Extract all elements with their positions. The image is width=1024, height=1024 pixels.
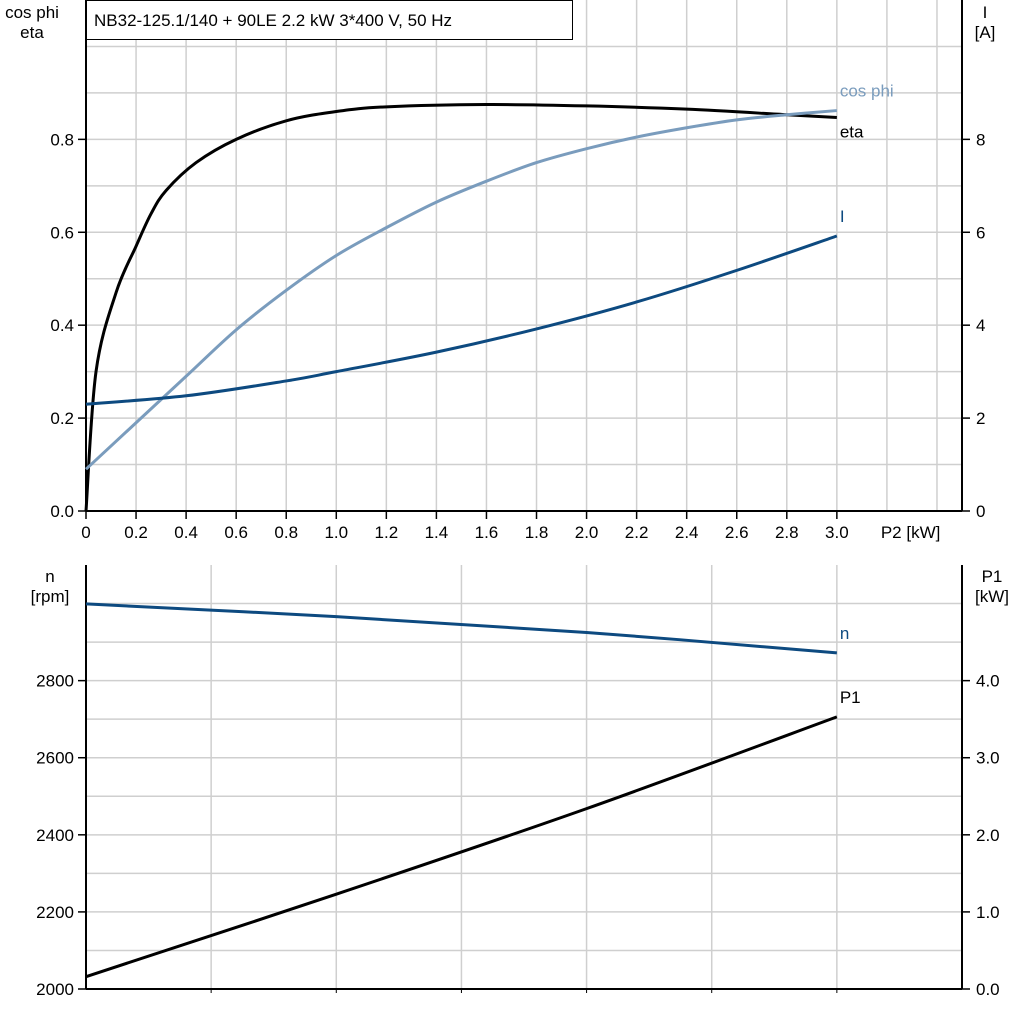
y-left-axis-label: eta	[20, 23, 44, 42]
y-right-tick-label: 4.0	[976, 672, 1000, 691]
chart-title: NB32-125.1/140 + 90LE 2.2 kW 3*400 V, 50…	[94, 11, 452, 30]
y-right-tick-label: 4	[976, 316, 985, 335]
x-tick-label: 1.6	[475, 523, 499, 542]
y-left-tick-label: 2400	[36, 826, 74, 845]
x-tick-label: 2.2	[625, 523, 649, 542]
y-right-tick-label: 8	[976, 130, 985, 149]
x-tick-label: 1.8	[525, 523, 549, 542]
x-tick-label: 2.8	[775, 523, 799, 542]
speed-power-chart: 200022002400260028000.01.02.03.04.0n[rpm…	[31, 565, 1009, 999]
x-tick-label: 1.0	[324, 523, 348, 542]
y-left-tick-label: 0.6	[50, 223, 74, 242]
x-tick-label: 2.4	[675, 523, 699, 542]
x-tick-label: 3.0	[825, 523, 849, 542]
series-line-p1	[85, 715, 838, 979]
y-left-tick-label: 2200	[36, 903, 74, 922]
y-left-tick-label: 0.8	[50, 130, 74, 149]
y-left-tick-label: 2800	[36, 672, 74, 691]
y-left-tick-label: 2600	[36, 749, 74, 768]
x-tick-label: 2.6	[725, 523, 749, 542]
y-right-axis-label: P1	[982, 567, 1003, 586]
y-left-tick-label: 0.0	[50, 502, 74, 521]
series-line-n	[85, 602, 837, 655]
x-tick-label: 0.4	[174, 523, 198, 542]
series-label-p1: P1	[840, 688, 861, 707]
x-tick-label: 0.2	[124, 523, 148, 542]
series-label-n: n	[840, 624, 849, 643]
y-left-tick-label: 2000	[36, 980, 74, 999]
series-line-i	[85, 234, 838, 406]
series-label-eta: eta	[840, 123, 864, 142]
x-tick-label: 0.8	[274, 523, 298, 542]
y-right-axis-label: [kW]	[975, 587, 1009, 606]
y-right-tick-label: 3.0	[976, 749, 1000, 768]
y-left-tick-label: 0.4	[50, 316, 74, 335]
y-right-axis-label: I	[983, 3, 988, 22]
x-tick-label: 0	[81, 523, 90, 542]
y-left-tick-label: 0.2	[50, 409, 74, 428]
title-box	[86, 0, 573, 40]
y-right-tick-label: 2	[976, 409, 985, 428]
series-label-cos-phi: cos phi	[840, 82, 894, 101]
x-tick-label: 1.4	[425, 523, 449, 542]
y-right-axis-label: [A]	[975, 23, 996, 42]
series-line-cos-phi	[84, 109, 837, 471]
x-axis-label: P2 [kW]	[881, 523, 941, 542]
x-tick-label: 1.2	[375, 523, 399, 542]
y-left-axis-label: cos phi	[5, 3, 59, 22]
y-left-axis-label: [rpm]	[31, 587, 70, 606]
y-right-tick-label: 6	[976, 223, 985, 242]
y-left-axis-label: n	[45, 567, 54, 586]
y-right-tick-label: 0	[976, 502, 985, 521]
y-right-tick-label: 2.0	[976, 826, 1000, 845]
series-line-eta	[84, 103, 837, 512]
x-tick-label: 0.6	[224, 523, 248, 542]
x-tick-label: 2.0	[575, 523, 599, 542]
y-right-tick-label: 1.0	[976, 903, 1000, 922]
series-label-i: I	[840, 207, 845, 226]
y-right-tick-label: 0.0	[976, 980, 1000, 999]
